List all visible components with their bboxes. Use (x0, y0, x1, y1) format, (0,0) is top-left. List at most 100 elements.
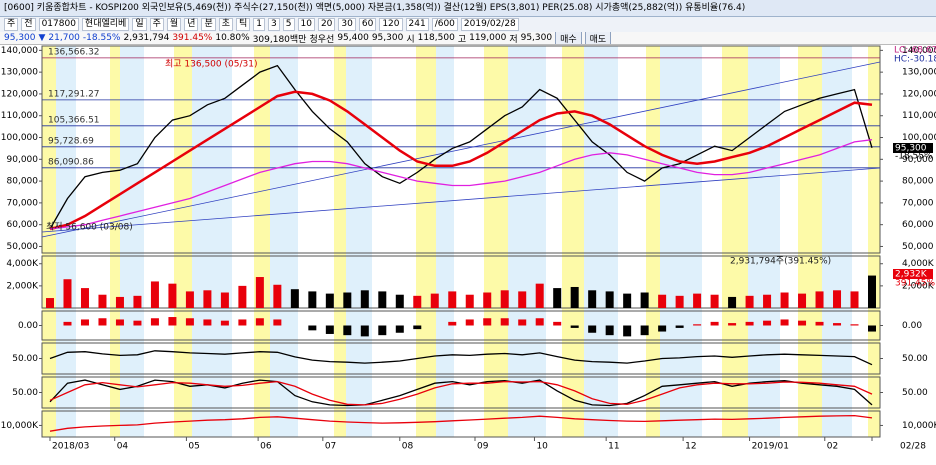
toolbar-item[interactable]: 120 (379, 18, 403, 31)
toolbar-item[interactable]: 2019/02/28 (460, 18, 519, 31)
toolbar-item[interactable]: 년 (184, 18, 199, 31)
x-tick-label: 02 (827, 442, 838, 452)
bar (640, 325, 649, 336)
toolbar-item[interactable]: 주 (4, 18, 19, 31)
bar (763, 320, 772, 326)
y-tick-label: 80,000 (7, 177, 39, 187)
y-tick-label: 50,000 (902, 242, 934, 252)
info-item: 119,000 (469, 33, 507, 43)
bar (238, 285, 247, 308)
stripe (780, 46, 798, 437)
toolbar-item[interactable]: 월 (166, 18, 182, 31)
bar (483, 292, 492, 308)
toolbar-item[interactable]: /600 (431, 18, 458, 31)
y-tick-label: 10,000K (902, 421, 936, 431)
bar (343, 292, 352, 308)
y-tick-label: 2,000K (902, 281, 935, 291)
bar (710, 294, 719, 308)
bar (570, 286, 579, 308)
bar (413, 325, 422, 330)
y-tick-label: 100,000 (1, 133, 38, 143)
toolbar-item[interactable]: 3 (268, 18, 280, 31)
info-item: 시 (406, 34, 415, 45)
annotation: 2,931,794주(391.45%) (730, 256, 831, 267)
toolbar-item[interactable]: 20 (317, 18, 336, 31)
bar (220, 320, 229, 326)
annotation: 최고 136,500 (05/31) (165, 59, 257, 70)
y-tick-label: 140,000 (902, 46, 936, 56)
y-tick-label: 110,000 (902, 111, 936, 121)
bar (588, 290, 597, 308)
toolbar-item[interactable]: 30 (338, 18, 356, 31)
stripe (660, 46, 702, 437)
bar (98, 318, 107, 326)
bar (745, 321, 754, 326)
y-tick-label: 4,000K (902, 259, 935, 269)
bar (833, 290, 842, 308)
last-label: 2,932K (895, 270, 928, 280)
bar (360, 325, 369, 337)
level-label: 117,291.27 (48, 89, 100, 99)
level-label: 136,566.32 (48, 47, 100, 57)
y-tick-label: 70,000 (7, 198, 39, 208)
bar (308, 291, 317, 308)
bar (115, 319, 124, 326)
toolbar-item[interactable]: 5 (282, 18, 295, 31)
stripe (346, 46, 372, 437)
bar (220, 292, 229, 308)
toolbar-item[interactable]: 60 (358, 18, 377, 31)
bar (483, 318, 492, 326)
toolbar-item[interactable]: 1 (253, 18, 266, 31)
bar (395, 325, 404, 333)
toolbar-item[interactable]: 241 (405, 18, 429, 31)
toolbar-item[interactable]: 전 (21, 18, 36, 31)
toolbar-item[interactable]: 분 (201, 18, 216, 31)
info-item: 309,180백만 (252, 34, 307, 45)
y-tick-label: 60,000 (902, 220, 934, 230)
toolbar-item[interactable]: 일 (132, 18, 147, 31)
trend-line (41, 167, 881, 233)
series-line (49, 64, 873, 230)
stripe (584, 46, 618, 437)
toolbar-item[interactable]: 틱 (236, 18, 251, 31)
bar (80, 288, 89, 308)
y-tick-label: 50.00 (12, 388, 38, 398)
bar (640, 292, 649, 308)
stripe (822, 46, 852, 437)
bar (98, 294, 107, 308)
x-tick-label: 10 (536, 442, 548, 452)
stripe (852, 46, 868, 437)
series-line (49, 380, 873, 406)
y-tick-label: 120,000 (1, 89, 38, 99)
x-tick-label: 11 (608, 442, 619, 452)
trade-button[interactable]: 매도 (584, 32, 612, 44)
info-bar: 95,300 ▼ 21,700 -18.55% 2,931,794 391.45% 10.8… (0, 32, 936, 45)
trade-button[interactable]: 매수 (555, 32, 582, 44)
x-tick-label: 05 (188, 442, 199, 452)
stripe (546, 46, 562, 437)
info-item: 95,300 (371, 33, 404, 43)
toolbar-item[interactable]: 017800 (38, 18, 79, 31)
toolbar-item[interactable]: 현대엘리베 (81, 18, 130, 31)
bar (518, 319, 527, 326)
y-tick-label: 0.00 (18, 321, 38, 331)
info-item: 고 (457, 34, 467, 45)
bar (308, 325, 317, 331)
bar (238, 319, 247, 326)
bar (868, 275, 876, 308)
toolbar-item[interactable]: 초 (218, 18, 234, 31)
last-label: -18.55% (895, 152, 933, 162)
trend-line (41, 61, 881, 238)
toolbar-item[interactable]: 주 (149, 18, 164, 31)
stripe (298, 46, 334, 437)
toolbar-item[interactable]: 10 (297, 18, 315, 31)
bar (325, 325, 334, 334)
stripe (562, 46, 584, 437)
level-label: 105,366.51 (48, 115, 100, 125)
stripe (120, 46, 144, 437)
series-line (49, 414, 873, 432)
bar (798, 293, 807, 308)
x-tick-label: 12 (685, 442, 696, 452)
y-tick-label: 70,000 (902, 198, 934, 208)
bar (815, 291, 824, 308)
